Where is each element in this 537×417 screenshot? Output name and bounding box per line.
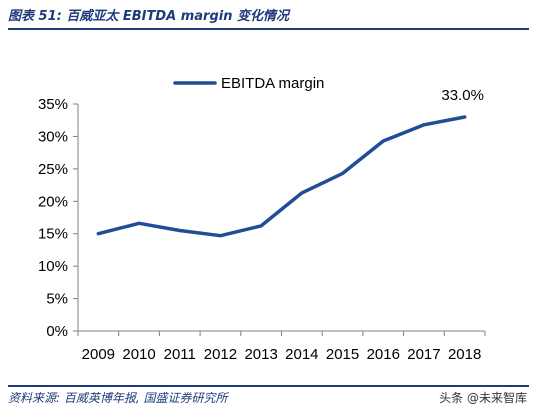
figure-title: 图表 51: 百威亚太 EBITDA margin 变化情况 bbox=[8, 9, 290, 24]
chart-axes bbox=[77, 104, 485, 332]
legend-label: EBITDA margin bbox=[221, 75, 324, 92]
y-tick-label: 0% bbox=[46, 323, 68, 340]
watermark-text: 头条 @未来智库 bbox=[439, 391, 527, 405]
x-tick-label: 2017 bbox=[407, 346, 440, 363]
series-line bbox=[96, 115, 467, 238]
title-rule bbox=[8, 28, 529, 30]
x-tick-label: 2013 bbox=[244, 346, 277, 363]
chart-series bbox=[96, 115, 467, 238]
x-tick-label: 2009 bbox=[82, 346, 115, 363]
y-tick-label: 25% bbox=[38, 161, 68, 178]
chart-ticks: 0% 5% 10% 15% 20% 25% 30% 35% 2009 2010 2011 2012 20… bbox=[38, 96, 486, 363]
y-tick-label: 30% bbox=[38, 128, 68, 145]
data-label: 33.0% bbox=[441, 87, 484, 104]
y-tick-label: 10% bbox=[38, 258, 68, 275]
x-tick-label: 2014 bbox=[285, 346, 318, 363]
y-tick-label: 35% bbox=[38, 96, 68, 113]
x-tick-label: 2018 bbox=[448, 346, 481, 363]
y-tick-label: 20% bbox=[38, 193, 68, 210]
source-rule bbox=[8, 385, 529, 387]
x-tick-label: 2015 bbox=[326, 346, 359, 363]
x-tick-label: 2016 bbox=[367, 346, 400, 363]
chart-legend: EBITDA margin bbox=[173, 75, 324, 92]
source-note: 资料来源: 百威英博年报, 国盛证券研究所 bbox=[8, 391, 228, 405]
x-tick-label: 2011 bbox=[164, 346, 196, 363]
x-tick-label: 2010 bbox=[122, 346, 155, 363]
y-tick-label: 5% bbox=[46, 291, 68, 308]
x-tick-label: 2012 bbox=[204, 346, 237, 363]
y-tick-label: 15% bbox=[38, 226, 68, 243]
chart-annotations: 33.0% bbox=[441, 87, 484, 104]
